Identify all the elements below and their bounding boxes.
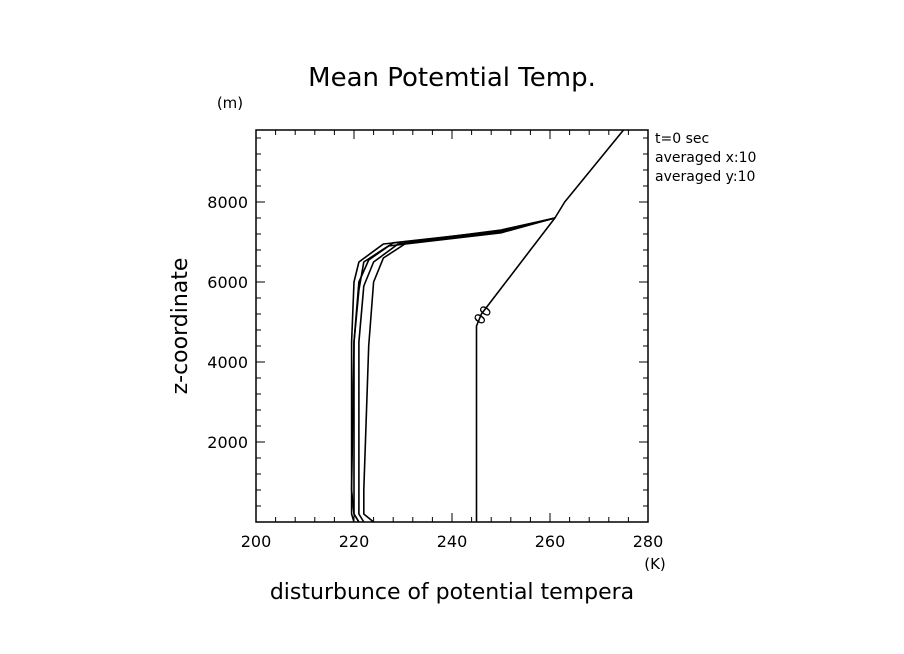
y-tick-label: 8000 [207, 193, 248, 212]
series-lines [350, 129, 625, 523]
y-tick-label: 6000 [207, 273, 248, 292]
chart-title: Mean Potemtial Temp. [308, 63, 596, 93]
y-tick-label: 4000 [207, 353, 248, 372]
series-line [350, 217, 556, 523]
series-line [353, 217, 556, 523]
y-tick-label: 2000 [207, 433, 248, 452]
x-tick-label: 220 [339, 532, 370, 551]
x-tick-label: 240 [437, 532, 468, 551]
x-unit-label: (K) [644, 555, 666, 573]
annotation-block: t=0 sec averaged x:10 averaged y:10 [655, 131, 756, 185]
x-tick-label: 200 [241, 532, 272, 551]
y-unit-label: (m) [217, 94, 243, 112]
annotation-avg-y: averaged y:10 [655, 169, 755, 185]
x-tick-label: 280 [633, 532, 664, 551]
x-tick-label: 260 [535, 532, 566, 551]
annotation-avg-x: averaged x:10 [655, 150, 756, 166]
tick-labels: 200 220 240 260 280 2000 4000 6000 8000 [207, 193, 663, 551]
x-axis-label: disturbunce of potential tempera [270, 580, 634, 605]
series-line [350, 217, 556, 523]
series-line [358, 217, 556, 523]
contour-label: 00 [470, 302, 496, 328]
plot-frame [255, 129, 649, 523]
annotation-time: t=0 sec [655, 131, 709, 147]
series-line [362, 217, 556, 523]
series-line [475, 129, 625, 522]
tick-marks [255, 130, 649, 522]
y-axis-label: z-coordinate [168, 258, 193, 395]
